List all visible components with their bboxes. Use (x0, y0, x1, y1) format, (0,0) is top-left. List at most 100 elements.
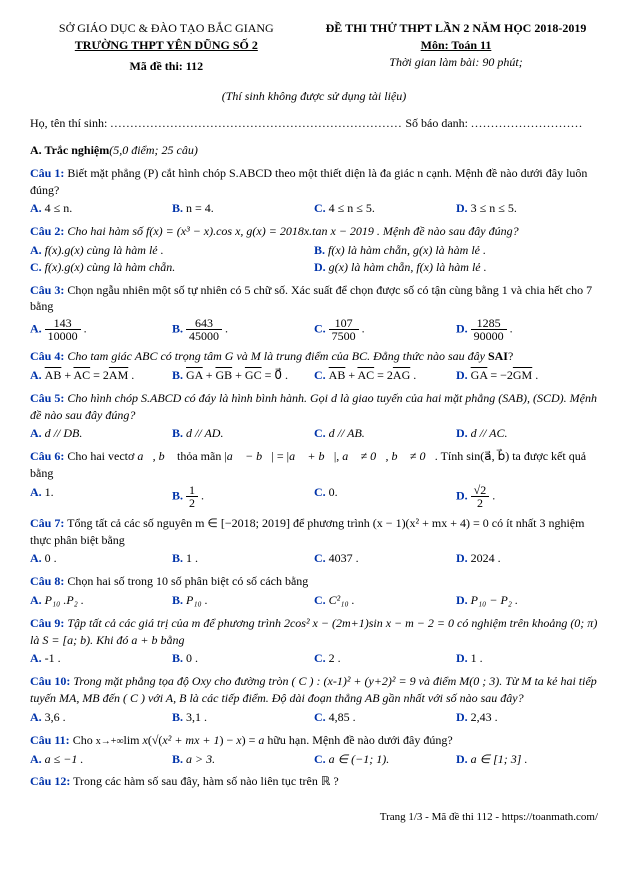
q11-C: a ∈ (−1; 1). (329, 752, 390, 766)
q7-label: Câu 7: (30, 516, 64, 530)
q9-label: Câu 9: (30, 616, 64, 630)
q5-label: Câu 5: (30, 391, 64, 405)
q5: Câu 5: Cho hình chóp S.ABCD có đáy là hì… (30, 390, 598, 424)
q6-tb: thỏa mãn (174, 449, 224, 463)
org-line1: SỞ GIÁO DỤC & ĐÀO TẠO BẮC GIANG (30, 20, 303, 37)
exam-code: Mã đề thi: 112 (30, 58, 303, 75)
school-name: TRƯỜNG THPT YÊN DŨNG SỐ 2 (30, 37, 303, 54)
q1-opts: A. 4 ≤ n. B. n = 4. C. 4 ≤ n ≤ 5. D. 3 ≤… (30, 200, 598, 217)
q1-text: Biết mặt phẳng (P) cắt hình chóp S.ABCD … (30, 166, 587, 197)
q5-D: d // AC. (471, 426, 508, 440)
q4-text: Cho tam giác ABC có trọng tâm G và M là … (64, 349, 488, 363)
q3: Câu 3: Chọn ngẫu nhiên một số tự nhiên c… (30, 282, 598, 316)
note: (Thí sinh không được sử dụng tài liệu) (30, 88, 598, 105)
q10-A: 3,6 . (45, 710, 66, 724)
page-footer: Trang 1/3 - Mã đề thi 112 - https://toan… (30, 810, 598, 825)
q4: Câu 4: Cho tam giác ABC có trọng tâm G v… (30, 348, 598, 365)
q10-B: 3,1 . (186, 710, 207, 724)
q10-D: 2,43 . (471, 710, 498, 724)
q5-B: d // AD. (186, 426, 223, 440)
q6-label: Câu 6: (30, 449, 64, 463)
q1: Câu 1: Biết mặt phẳng (P) cắt hình chóp … (30, 165, 598, 199)
q9-text: Tập tất cả các giá trị của m để phương t… (30, 616, 597, 647)
q2: Câu 2: Cho hai hàm số f(x) = (x³ − x).co… (30, 223, 598, 240)
q7-C: 4037 . (329, 551, 359, 565)
q8-label: Câu 8: (30, 574, 64, 588)
q1-C: 4 ≤ n ≤ 5. (329, 201, 375, 215)
q8-opts: A. P₁₀ .P₂ . B. P₁₀ . C. C²₁₀ . D. P₁₀ −… (30, 592, 598, 609)
q11-opts: A. a ≤ −1 . B. a > 3. C. a ∈ (−1; 1). D.… (30, 751, 598, 768)
q10-text: Trong mặt phẳng tọa độ Oxy cho đường trò… (30, 674, 597, 705)
page-header: SỞ GIÁO DỤC & ĐÀO TẠO BẮC GIANG TRƯỜNG T… (30, 20, 598, 74)
q11-B: a > 3. (186, 752, 215, 766)
q11: Câu 11: Cho x→+∞lim x(√(x² + mx + 1) − x… (30, 732, 598, 749)
q6-C: 0. (329, 485, 338, 499)
duration: Thời gian làm bài: 90 phút; (314, 54, 598, 71)
q4-opts: A. AB + AC = 2AM . B. GA + GB + GC = 0⃗ … (30, 367, 598, 384)
q9-opts: A. -1 . B. 0 . C. 2 . D. 1 . (30, 650, 598, 667)
q12: Câu 12: Trong các hàm số sau đây, hàm số… (30, 773, 598, 790)
q7-text: Tổng tất cả các số nguyên m ∈ [−2018; 20… (30, 516, 584, 547)
q6-D-num: √2 (471, 484, 490, 497)
q11-D: a ∈ [1; 3] . (471, 752, 528, 766)
q6-B-num: 1 (186, 484, 198, 497)
q11-A: a ≤ −1 . (45, 752, 84, 766)
q8: Câu 8: Chọn hai số trong 10 số phân biệt… (30, 573, 598, 590)
q4-sai: SAI (488, 349, 508, 363)
q6-D-den: 2 (471, 497, 490, 509)
q2-opts: A. f(x).g(x) cùng là hàm lẻ . B. f(x) là… (30, 242, 598, 276)
q3-label: Câu 3: (30, 283, 64, 297)
q9-A: -1 . (45, 651, 61, 665)
q8-B: P₁₀ . (186, 593, 208, 607)
q12-label: Câu 12: (30, 774, 70, 788)
q6-opts: A. 1. B. 12 . C. 0. D. √22 . (30, 484, 598, 509)
q2-text: Cho hai hàm số f(x) = (x³ − x).cos x, g(… (64, 224, 518, 238)
q5-C: d // AB. (329, 426, 365, 440)
q8-A: P₁₀ .P₂ . (45, 593, 84, 607)
q3-text: Chọn ngẫu nhiên một số tự nhiên có 5 chữ… (30, 283, 592, 314)
subject: Môn: Toán 11 (314, 37, 598, 54)
q7-D: 2024 . (471, 551, 501, 565)
q6-A: 1. (45, 485, 54, 499)
section-a: A. Trắc nghiệm(5,0 điểm; 25 câu) (30, 142, 598, 159)
q3-C-den: 7500 (329, 330, 359, 342)
q8-text: Chọn hai số trong 10 số phân biệt có số … (64, 574, 308, 588)
q1-B: n = 4. (186, 201, 214, 215)
q10-opts: A. 3,6 . B. 3,1 . C. 4,85 . D. 2,43 . (30, 709, 598, 726)
q6: Câu 6: Cho hai vectơ a⃗, b⃗ thỏa mãn |a⃗… (30, 448, 598, 482)
section-a-meta: (5,0 điểm; 25 câu) (109, 143, 198, 157)
q2-C: f(x).g(x) cùng là hàm chẵn. (45, 260, 176, 274)
q2-A: f(x).g(x) cùng là hàm lẻ . (45, 243, 164, 257)
q12-text: Trong các hàm số sau đây, hàm số nào liê… (70, 774, 338, 788)
q6-B-den: 2 (186, 497, 198, 509)
q3-A-den: 10000 (45, 330, 81, 342)
q4-q: ? (508, 349, 513, 363)
q10-label: Câu 10: (30, 674, 70, 688)
q9-D: 1 . (471, 651, 483, 665)
q8-D: P₁₀ − P₂ . (471, 593, 518, 607)
name-dots: ........................................… (110, 116, 402, 130)
header-left: SỞ GIÁO DỤC & ĐÀO TẠO BẮC GIANG TRƯỜNG T… (30, 20, 303, 74)
q3-D-den: 90000 (471, 330, 507, 342)
id-dots: ............................ (471, 116, 583, 130)
q6-ta: Cho hai vectơ (64, 449, 137, 463)
q1-A: 4 ≤ n. (45, 201, 73, 215)
section-a-title: A. Trắc nghiệm (30, 143, 109, 157)
q2-B: f(x) là hàm chẵn, g(x) là hàm lẻ . (328, 243, 486, 257)
q11-text: Cho x→+∞lim x(√(x² + mx + 1) − x) = a hữ… (70, 733, 453, 747)
name-label: Họ, tên thí sinh: (30, 116, 107, 130)
q5-opts: A. d // DB. B. d // AD. C. d // AB. D. d… (30, 425, 598, 442)
q9: Câu 9: Tập tất cả các giá trị của m để p… (30, 615, 598, 649)
q3-B-den: 45000 (186, 330, 222, 342)
q1-D: 3 ≤ n ≤ 5. (471, 201, 517, 215)
q2-D: g(x) là hàm chẵn, f(x) là hàm lẻ . (329, 260, 487, 274)
q10-C: 4,85 . (329, 710, 356, 724)
q1-label: Câu 1: (30, 166, 64, 180)
q11-label: Câu 11: (30, 733, 70, 747)
header-right: ĐỀ THI THỬ THPT LẦN 2 NĂM HỌC 2018-2019 … (314, 20, 598, 74)
q8-C: C²₁₀ . (329, 593, 355, 607)
q7-opts: A. 0 . B. 1 . C. 4037 . D. 2024 . (30, 550, 598, 567)
q7-B: 1 . (186, 551, 198, 565)
q10: Câu 10: Trong mặt phẳng tọa độ Oxy cho đ… (30, 673, 598, 707)
q7-A: 0 . (45, 551, 57, 565)
